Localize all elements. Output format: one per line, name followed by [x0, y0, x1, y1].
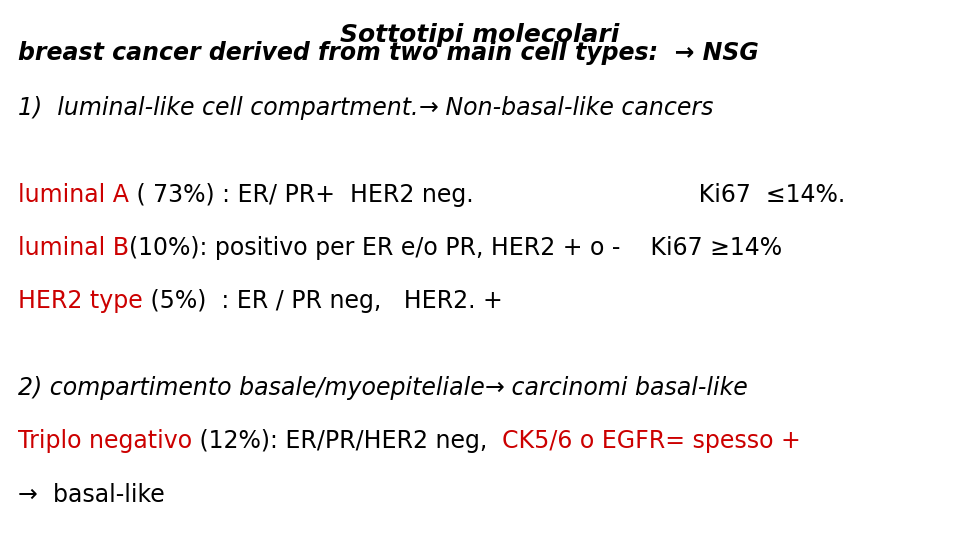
Text: Sottotipi molecolari: Sottotipi molecolari — [340, 23, 620, 47]
Text: luminal B: luminal B — [18, 236, 129, 260]
Text: carcinomi basal-like: carcinomi basal-like — [505, 376, 748, 400]
Text: (5%)  : ER / PR neg,   HER2. +: (5%) : ER / PR neg, HER2. + — [143, 289, 502, 313]
Text: →: → — [419, 96, 439, 120]
Text: ( 73%) : ER/ PR+  HER2 neg.                              Ki67  ≤14%.: ( 73%) : ER/ PR+ HER2 neg. Ki67 ≤14%. — [129, 183, 845, 207]
Text: 1)  luminal-like cell compartment.: 1) luminal-like cell compartment. — [18, 96, 419, 120]
Text: HER2 type: HER2 type — [18, 289, 143, 313]
Text: CK5/6 o EGFR= spesso +: CK5/6 o EGFR= spesso + — [502, 429, 802, 453]
Text: (12%): ER/PR/HER2 neg,: (12%): ER/PR/HER2 neg, — [192, 429, 502, 453]
Text: luminal A: luminal A — [18, 183, 129, 207]
Text: →: → — [485, 376, 505, 400]
Text: Non-basal-like cancers: Non-basal-like cancers — [439, 96, 713, 120]
Text: 2) compartimento basale/myoepiteliale: 2) compartimento basale/myoepiteliale — [18, 376, 485, 400]
Text: Triplo negativo: Triplo negativo — [18, 429, 192, 453]
Text: →: → — [18, 483, 37, 507]
Text: basal-like: basal-like — [37, 483, 164, 507]
Text: breast cancer derived from two main cell types:  → NSG: breast cancer derived from two main cell… — [18, 41, 758, 65]
Text: (10%): positivo per ER e/o PR, HER2 + o -    Ki67 ≥14%: (10%): positivo per ER e/o PR, HER2 + o … — [129, 236, 782, 260]
